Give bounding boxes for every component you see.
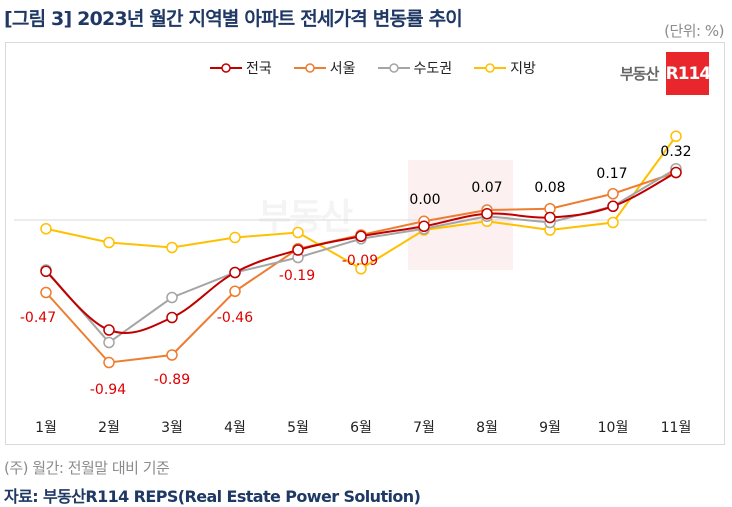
- legend-label: 전국: [246, 61, 272, 77]
- data-label: 0.00: [409, 192, 440, 208]
- data-point-전국: [607, 200, 619, 212]
- data-point-전국: [40, 265, 52, 277]
- data-point-지방: [670, 130, 682, 142]
- data-point-지방: [229, 231, 241, 244]
- legend-item: 지방: [474, 58, 536, 78]
- data-point-전국: [355, 230, 367, 242]
- data-label: -0.94: [90, 382, 126, 398]
- legend-label: 서울: [329, 61, 356, 77]
- legend-marker-icon: [210, 63, 242, 73]
- data-point-지방: [355, 263, 367, 275]
- brand-logo: 부동산 R114: [620, 52, 711, 95]
- source-line: 자료: 부동산R114 REPS(Real Estate Power Solut…: [4, 487, 421, 506]
- data-point-전국: [292, 244, 304, 256]
- data-point-지방: [166, 241, 178, 254]
- x-tick-label: 11월: [661, 420, 692, 436]
- chart-legend: 전국 서울 수도권 지방: [210, 58, 536, 78]
- data-point-지방: [103, 236, 115, 249]
- unit-label: (단위: %): [664, 22, 724, 40]
- data-point-서울: [229, 285, 241, 297]
- data-point-전국: [670, 166, 682, 179]
- x-tick-label: 7월: [413, 420, 435, 436]
- logo-badge: R114: [666, 52, 711, 95]
- data-point-지방: [292, 226, 304, 239]
- watermark-text: 부동산: [258, 197, 353, 238]
- x-tick-label: 8월: [476, 420, 498, 436]
- data-point-전국: [166, 311, 178, 324]
- legend-marker-icon: [293, 63, 326, 73]
- data-point-전국: [229, 266, 241, 279]
- data-label: -0.89: [154, 372, 190, 388]
- data-point-수도권: [103, 336, 115, 349]
- data-point-전국: [418, 220, 430, 232]
- logo-text: 부동산: [620, 65, 659, 83]
- legend-item: 서울: [293, 58, 356, 78]
- data-point-서울: [40, 286, 52, 299]
- data-point-지방: [40, 223, 52, 235]
- data-point-전국: [544, 211, 556, 224]
- data-point-서울: [166, 349, 178, 361]
- figure-title: [그림 3] 2023년 월간 지역별 아파트 전세가격 변동률 추이: [4, 8, 463, 30]
- data-label: 0.08: [534, 180, 565, 196]
- x-tick-label: 6월: [350, 420, 372, 436]
- legend-label: 수도권: [413, 61, 453, 77]
- data-label: -0.46: [217, 310, 253, 326]
- legend-item: 전국: [210, 58, 272, 78]
- legend-marker-icon: [377, 63, 410, 73]
- x-tick-label: 5월: [287, 420, 309, 436]
- x-tick-label: 1월: [35, 420, 57, 436]
- legend-label: 지방: [510, 61, 536, 77]
- data-label: -0.19: [279, 268, 315, 284]
- x-tick-label: 4월: [224, 420, 246, 436]
- x-tick-label: 3월: [161, 420, 183, 436]
- series-line-지방: [45, 135, 677, 270]
- data-label: 0.32: [660, 144, 691, 160]
- data-point-지방: [607, 216, 619, 229]
- legend-marker-icon: [474, 63, 507, 73]
- data-point-서울: [607, 188, 619, 200]
- x-tick-label: 10월: [598, 420, 629, 436]
- data-label: -0.09: [342, 253, 378, 269]
- data-label: 0.17: [596, 166, 627, 182]
- data-point-전국: [481, 208, 493, 220]
- data-point-수도권: [166, 291, 178, 304]
- data-point-서울: [103, 356, 115, 369]
- x-tick-label: 9월: [539, 420, 561, 436]
- data-label: -0.47: [20, 310, 56, 326]
- data-point-전국: [103, 324, 115, 336]
- x-tick-label: 2월: [98, 420, 120, 436]
- data-label: 0.07: [471, 180, 502, 196]
- footnote: (주) 월간: 전월말 대비 기준: [4, 459, 170, 477]
- legend-item: 수도권: [377, 58, 453, 78]
